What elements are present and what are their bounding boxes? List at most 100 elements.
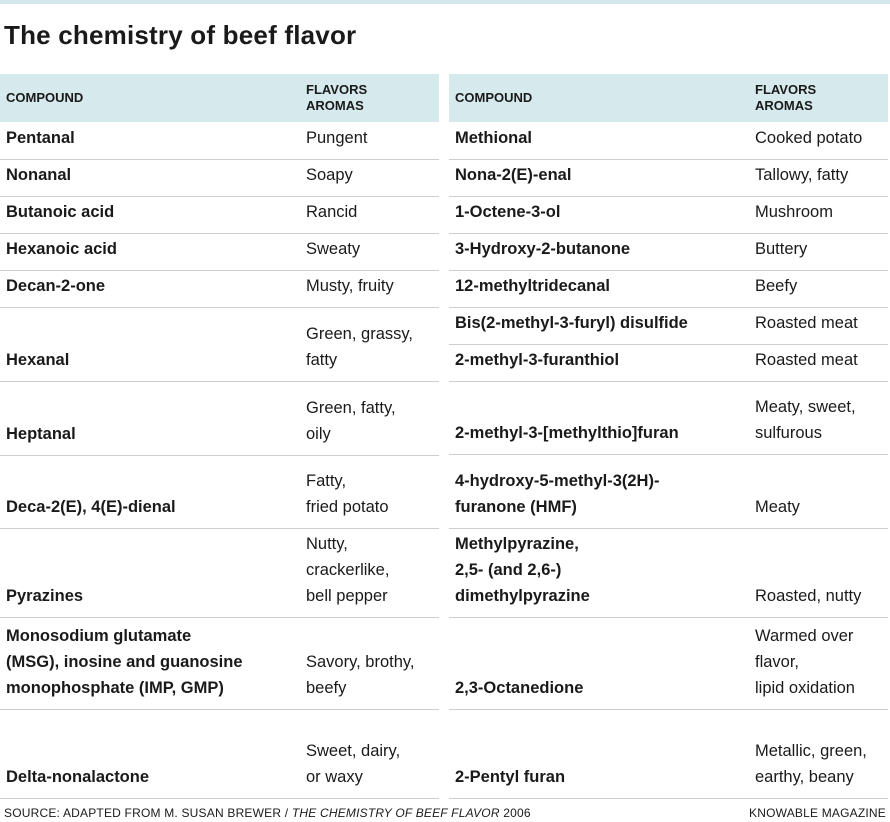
table-row: Nona-2(E)-enal Tallowy, fatty (449, 159, 888, 197)
compound-cell: 2-methyl-3-[methylthio]furan (449, 381, 751, 455)
compound-cell: Pentanal (0, 122, 302, 160)
flavor-cell: Buttery (751, 233, 888, 271)
compound-cell: 4-hydroxy-5-methyl-3(2H)- furanone (HMF) (449, 454, 751, 529)
compound-name: Heptanal (6, 424, 76, 443)
table-row: 1-Octene-3-ol Mushroom (449, 196, 888, 234)
flavor-cell: Metallic, green, earthy, beany (751, 709, 888, 799)
publisher-credit: KNOWABLE MAGAZINE (749, 806, 886, 820)
compound-name: Methylpyrazine, 2,5- (and 2,6-) dimethyl… (455, 534, 590, 605)
compound-name: Nonanal (6, 165, 72, 184)
flavor-cell: Roasted meat (751, 344, 888, 382)
flavor-cell: Savory, brothy, beefy (302, 617, 439, 710)
compound-name: Butanoic acid (6, 202, 115, 221)
flavor-cell: Roasted, nutty (751, 528, 888, 618)
flavors-header-line2: AROMAS (306, 98, 364, 113)
compound-name: 1-Octene-3-ol (455, 202, 561, 221)
flavor-cell: Fatty, fried potato (302, 455, 439, 529)
flavor-cell: Meaty, sweet, sulfurous (751, 381, 888, 455)
table-row: 12-methyltridecanal Beefy (449, 270, 888, 308)
table-row: 2,3-Octanedione Warmed over flavor, lipid… (449, 617, 888, 710)
table-row: 2-methyl-3-[methylthio]furan Meaty, sweet… (449, 381, 888, 455)
table-row: 4-hydroxy-5-methyl-3(2H)- furanone (HMF)… (449, 454, 888, 529)
table-row: Monosodium glutamate (MSG), inosine and … (0, 617, 439, 710)
table-row: Delta-nonalactone Sweet, dairy, or waxy (0, 709, 439, 799)
compound-cell: Heptanal (0, 381, 302, 456)
compound-cell: Monosodium glutamate (MSG), inosine and … (0, 617, 302, 710)
flavor-cell: Mushroom (751, 196, 888, 234)
table-row: Nonanal Soapy (0, 159, 439, 197)
compound-cell: Hexanal (0, 307, 302, 382)
table-row: 2-methyl-3-furanthiol Roasted meat (449, 344, 888, 382)
compound-cell: 2-methyl-3-furanthiol (449, 344, 751, 382)
compound-cell: Deca-2(E), 4(E)-dienal (0, 455, 302, 529)
compound-cell: Decan-2-one (0, 270, 302, 308)
flavor-cell: Warmed over flavor, lipid oxidation (751, 617, 888, 710)
source-year: 2006 (499, 806, 531, 820)
compound-cell: Bis(2-methyl-3-furyl) disulfide (449, 307, 751, 345)
compound-cell: 3-Hydroxy-2-butanone (449, 233, 751, 271)
compound-cell: Nonanal (0, 159, 302, 197)
table-row: Methylpyrazine, 2,5- (and 2,6-) dimethyl… (449, 528, 888, 618)
compound-name: Nona-2(E)-enal (455, 165, 572, 184)
compound-name: 2,3-Octanedione (455, 678, 584, 697)
compound-cell: Methylpyrazine, 2,5- (and 2,6-) dimethyl… (449, 528, 751, 618)
compound-column-header: COMPOUND (449, 74, 751, 122)
compound-name: 2-methyl-3-furanthiol (455, 350, 620, 369)
page-title: The chemistry of beef flavor (4, 20, 357, 50)
flavor-cell: Meaty (751, 454, 888, 529)
compound-cell: Delta-nonalactone (0, 709, 302, 799)
source-prefix: SOURCE: ADAPTED FROM M. SUSAN BREWER / (4, 806, 292, 820)
compound-name: 2-Pentyl furan (455, 767, 566, 786)
compound-name: 4-hydroxy-5-methyl-3(2H)- furanone (HMF) (455, 471, 660, 516)
table-row: Deca-2(E), 4(E)-dienal Fatty, fried potat… (0, 455, 439, 529)
compound-cell: 2-Pentyl furan (449, 709, 751, 799)
flavors-header-line1: FLAVORS (306, 82, 368, 97)
compound-name: Decan-2-one (6, 276, 106, 295)
compound-cell: Methional (449, 122, 751, 160)
compound-name: Pyrazines (6, 586, 84, 605)
compound-name: Monosodium glutamate (MSG), inosine and … (6, 626, 243, 697)
flavor-cell: Cooked potato (751, 122, 888, 160)
flavors-column-header: FLAVORS AROMAS (751, 74, 888, 122)
table-row: Pyrazines Nutty, crackerlike, bell pepper (0, 528, 439, 618)
flavor-cell: Green, grassy, fatty (302, 307, 439, 382)
table-row: Pentanal Pungent (0, 122, 439, 160)
table-row: Hexanal Green, grassy, fatty (0, 307, 439, 382)
flavor-cell: Pungent (302, 122, 439, 160)
compound-name: Hexanoic acid (6, 239, 117, 258)
compound-cell: Nona-2(E)-enal (449, 159, 751, 197)
compound-table-left: COMPOUND FLAVORS AROMAS Pentanal Pungent N… (0, 74, 439, 799)
compound-cell: Pyrazines (0, 528, 302, 618)
flavor-cell: Green, fatty, oily (302, 381, 439, 456)
compound-name: 2-methyl-3-[methylthio]furan (455, 423, 679, 442)
table-row: 2-Pentyl furan Metallic, green, earthy, b… (449, 709, 888, 799)
top-rule (0, 0, 890, 4)
table-row: Methional Cooked potato (449, 122, 888, 160)
flavor-cell: Musty, fruity (302, 270, 439, 308)
flavor-cell: Sweaty (302, 233, 439, 271)
table-row: Heptanal Green, fatty, oily (0, 381, 439, 456)
compound-name: 12-methyltridecanal (455, 276, 610, 295)
compound-name: Pentanal (6, 128, 75, 147)
table-header-row: COMPOUND FLAVORS AROMAS (449, 74, 888, 122)
source-work-title: THE CHEMISTRY OF BEEF FLAVOR (291, 806, 500, 820)
flavor-cell: Roasted meat (751, 307, 888, 345)
table-header-row: COMPOUND FLAVORS AROMAS (0, 74, 439, 122)
flavors-header-line1: FLAVORS (755, 82, 817, 97)
compound-cell: 2,3-Octanedione (449, 617, 751, 710)
compound-cell: Hexanoic acid (0, 233, 302, 271)
flavors-column-header: FLAVORS AROMAS (302, 74, 439, 122)
flavor-cell: Sweet, dairy, or waxy (302, 709, 439, 799)
flavor-cell: Beefy (751, 270, 888, 308)
compound-cell: Butanoic acid (0, 196, 302, 234)
flavor-cell: Tallowy, fatty (751, 159, 888, 197)
compound-cell: 12-methyltridecanal (449, 270, 751, 308)
source-credit: SOURCE: ADAPTED FROM M. SUSAN BREWER / T… (4, 806, 531, 820)
table-row: Decan-2-one Musty, fruity (0, 270, 439, 308)
compound-table-right: COMPOUND FLAVORS AROMAS Methional Cooked … (449, 74, 888, 799)
table-row: 3-Hydroxy-2-butanone Buttery (449, 233, 888, 271)
compound-name: Hexanal (6, 350, 70, 369)
flavor-cell: Soapy (302, 159, 439, 197)
compound-cell: 1-Octene-3-ol (449, 196, 751, 234)
compound-name: Delta-nonalactone (6, 767, 150, 786)
